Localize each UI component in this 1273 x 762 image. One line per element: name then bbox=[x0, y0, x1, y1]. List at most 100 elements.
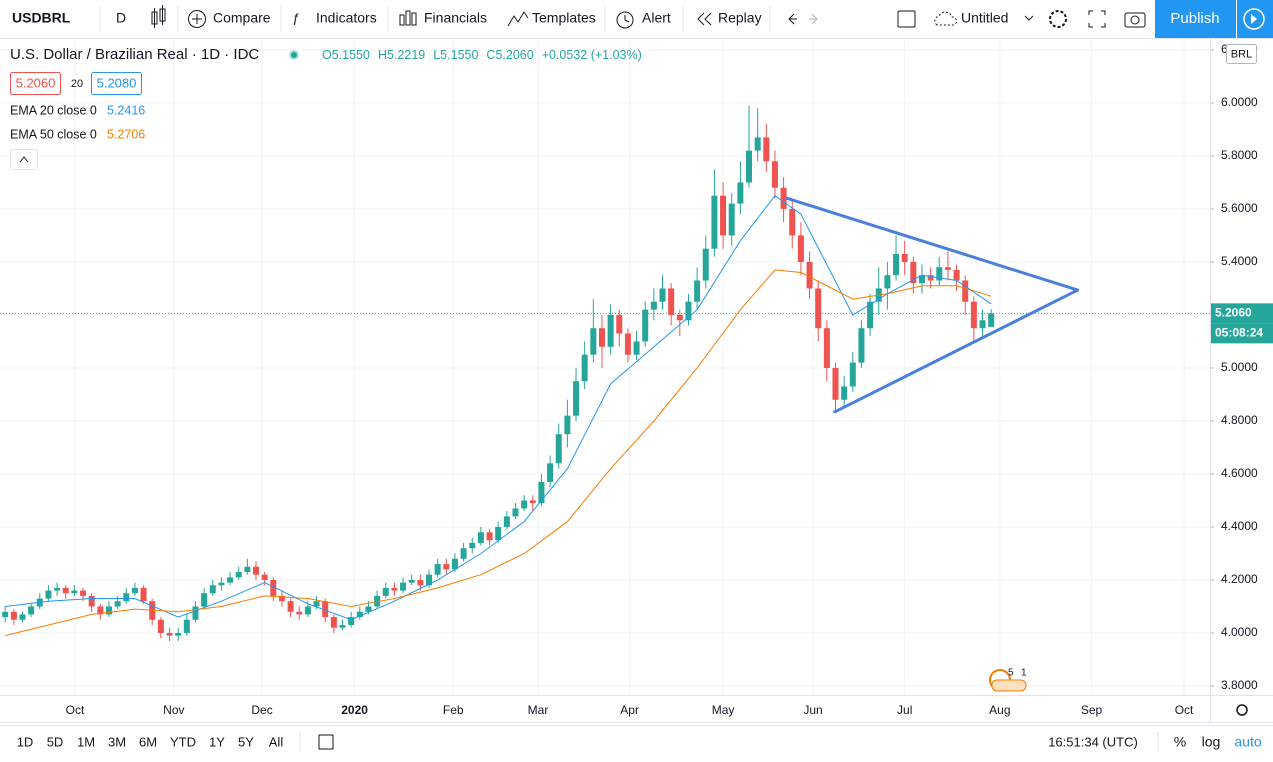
redo[interactable] bbox=[809, 13, 818, 25]
fullscreen-icon[interactable] bbox=[1088, 10, 1106, 28]
legend-title: U.S. Dollar / Brazilian Real · 1D · IDC bbox=[10, 46, 259, 63]
candle-body bbox=[114, 601, 121, 607]
spread: 20 bbox=[71, 78, 83, 90]
financials[interactable]: Financials bbox=[424, 10, 487, 26]
candle-body bbox=[97, 606, 104, 615]
range-button[interactable]: YTD bbox=[170, 734, 196, 749]
play-triangle bbox=[1251, 14, 1257, 24]
log-toggle[interactable]: log bbox=[1202, 734, 1221, 750]
open: O5.1550 bbox=[322, 48, 370, 62]
y-tick-label: 5.8000 bbox=[1221, 148, 1258, 162]
publish-button[interactable] bbox=[1155, 0, 1236, 38]
candle-body bbox=[642, 309, 649, 342]
snapshot-lens bbox=[1130, 15, 1140, 25]
templates-icon[interactable] bbox=[507, 11, 529, 27]
countdown: 05:08:24 bbox=[1215, 326, 1263, 340]
clock[interactable]: 16:51:34 (UTC) bbox=[1048, 734, 1138, 749]
candle-body bbox=[711, 195, 718, 249]
replay[interactable]: Replay bbox=[718, 10, 762, 26]
ask-box[interactable] bbox=[91, 72, 142, 95]
candle-body bbox=[970, 301, 977, 329]
replay-icon[interactable] bbox=[697, 12, 705, 26]
symbol[interactable]: USDBRL bbox=[12, 10, 71, 26]
candle-body bbox=[365, 606, 372, 612]
candle-body bbox=[495, 526, 502, 541]
x-tick-label: Aug bbox=[989, 703, 1010, 717]
candle-body bbox=[408, 579, 415, 583]
range-button[interactable]: 1Y bbox=[209, 734, 225, 749]
ema-legend-value: 5.2706 bbox=[107, 127, 145, 141]
snapshot-icon[interactable] bbox=[1124, 12, 1146, 28]
collapse-icon bbox=[19, 156, 29, 163]
x-tick-label: Apr bbox=[620, 703, 639, 717]
indicators[interactable]: Indicators bbox=[316, 10, 377, 26]
candle-body bbox=[590, 328, 597, 355]
candle-body bbox=[538, 481, 545, 504]
range-button[interactable]: 5Y bbox=[238, 734, 254, 749]
candle-body bbox=[728, 203, 735, 236]
candle-body bbox=[123, 593, 130, 602]
settings-icon[interactable] bbox=[1049, 10, 1067, 28]
date-range-icon[interactable] bbox=[318, 734, 334, 750]
toolbar-bg bbox=[0, 0, 1273, 38]
compare-icon[interactable] bbox=[188, 10, 206, 28]
candle-body bbox=[650, 301, 657, 310]
alert[interactable]: Alert bbox=[642, 10, 671, 26]
ema-legend-value: 5.2416 bbox=[107, 103, 145, 117]
candle-body bbox=[417, 579, 424, 586]
trendline[interactable] bbox=[833, 288, 1080, 414]
bid[interactable]: 5.2060 bbox=[16, 75, 56, 90]
ask[interactable]: 5.2080 bbox=[97, 75, 137, 90]
layout-icon[interactable] bbox=[897, 10, 916, 28]
fx-icon[interactable]: ƒ bbox=[292, 10, 299, 25]
financials-icon[interactable] bbox=[399, 10, 417, 26]
chevron[interactable] bbox=[1024, 15, 1034, 21]
candle-body bbox=[209, 585, 216, 594]
scale-settings[interactable] bbox=[1236, 704, 1248, 716]
candle-body bbox=[270, 579, 277, 596]
replay-icon[interactable] bbox=[704, 12, 712, 26]
auto-toggle[interactable]: auto bbox=[1234, 734, 1261, 750]
candle-body bbox=[901, 253, 908, 262]
candle-body bbox=[469, 542, 476, 549]
percent-toggle[interactable]: % bbox=[1174, 734, 1186, 750]
range-button[interactable]: 5D bbox=[47, 734, 64, 749]
candle-body bbox=[867, 301, 874, 329]
range-button[interactable]: 3M bbox=[108, 734, 126, 749]
layout-name[interactable]: Untitled bbox=[961, 10, 1008, 26]
candle-body bbox=[529, 500, 536, 504]
collapse-button[interactable] bbox=[10, 149, 38, 170]
event-flag[interactable] bbox=[991, 679, 1027, 692]
range-button[interactable]: 6M bbox=[139, 734, 157, 749]
candle-body bbox=[555, 434, 562, 464]
candle-body bbox=[451, 558, 458, 570]
candle-body bbox=[244, 566, 251, 573]
currency-badge[interactable] bbox=[1226, 44, 1257, 64]
interval[interactable]: D bbox=[116, 10, 126, 26]
candle-body bbox=[339, 625, 346, 628]
y-tick-label: 3.8000 bbox=[1221, 678, 1258, 692]
trendline[interactable] bbox=[785, 196, 1080, 292]
templates[interactable]: Templates bbox=[532, 10, 596, 26]
candle-body bbox=[62, 587, 69, 594]
publish-label[interactable]: Publish bbox=[1170, 10, 1219, 27]
candle-body bbox=[979, 320, 986, 329]
play-icon bbox=[1243, 8, 1265, 30]
bid-box[interactable] bbox=[10, 72, 61, 95]
ema-line bbox=[5, 195, 992, 621]
candle-body bbox=[382, 587, 389, 596]
candle-body bbox=[616, 314, 623, 334]
candle-body bbox=[183, 619, 190, 633]
range-button[interactable]: 1D bbox=[17, 734, 34, 749]
undo[interactable] bbox=[788, 13, 797, 25]
ema-legend-name: EMA 20 close 0 bbox=[10, 103, 97, 117]
candle-body bbox=[720, 195, 727, 236]
y-tick-label: 4.2000 bbox=[1221, 572, 1258, 586]
candle-icon[interactable] bbox=[151, 5, 166, 28]
alert-icon[interactable] bbox=[616, 11, 634, 29]
candle-body bbox=[80, 590, 87, 596]
range-button[interactable]: All bbox=[269, 734, 284, 749]
x-tick-label: May bbox=[712, 703, 735, 717]
compare[interactable]: Compare bbox=[213, 10, 271, 26]
range-button[interactable]: 1M bbox=[77, 734, 95, 749]
